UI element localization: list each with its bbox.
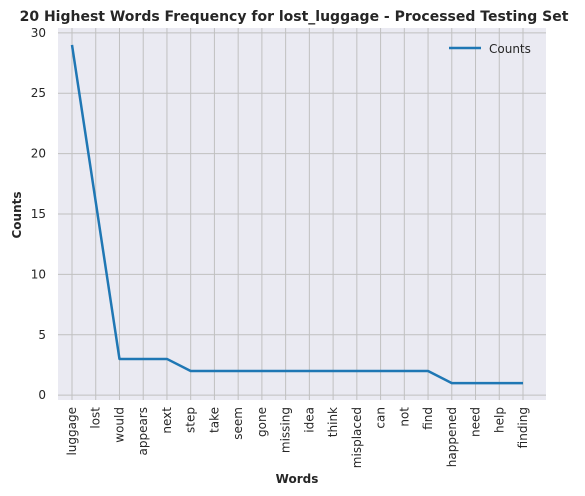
y-axis-label: Counts xyxy=(10,191,24,238)
chart-title: 20 Highest Words Frequency for lost_lugg… xyxy=(20,9,569,25)
y-tick-labels: 0 5 10 15 20 25 30 xyxy=(31,26,46,402)
x-tick-label: can xyxy=(374,407,388,429)
x-tick-labels: luggage lost would appears next step take seem g… xyxy=(65,407,530,468)
x-tick-label: appears xyxy=(136,407,150,456)
x-gridlines xyxy=(71,28,524,400)
x-tick-label: finding xyxy=(516,407,530,448)
y-tick-label: 10 xyxy=(31,267,46,281)
y-tick-label: 20 xyxy=(31,147,46,161)
x-tick-label: would xyxy=(112,407,126,443)
x-tick-label: think xyxy=(326,407,340,437)
x-tick-label: find xyxy=(421,407,435,430)
y-tick-label: 0 xyxy=(38,388,46,402)
x-tick-label: idea xyxy=(302,407,316,433)
legend-label-counts: Counts xyxy=(489,42,531,56)
y-tick-label: 5 xyxy=(38,328,46,342)
series-line-counts xyxy=(70,44,523,385)
y-tick-label: 30 xyxy=(31,26,46,40)
x-tick-label: take xyxy=(207,407,221,433)
x-tick-label: step xyxy=(184,407,198,433)
y-tick-label: 25 xyxy=(31,86,46,100)
x-tick-label: help xyxy=(492,407,506,433)
x-tick-label: seem xyxy=(231,407,245,440)
legend: Counts xyxy=(449,42,531,56)
x-axis-label: Words xyxy=(276,472,319,486)
x-tick-label: not xyxy=(397,407,411,427)
x-tick-label: next xyxy=(160,407,174,434)
x-tick-label: misplaced xyxy=(350,407,364,468)
x-tick-label: happened xyxy=(445,407,459,467)
y-tick-label: 15 xyxy=(31,207,46,221)
x-tick-label: need xyxy=(469,407,483,437)
y-gridlines xyxy=(58,32,546,396)
x-tick-label: gone xyxy=(255,407,269,437)
x-tick-label: luggage xyxy=(65,407,79,456)
x-tick-label: missing xyxy=(279,407,293,453)
plot-area xyxy=(58,28,546,400)
x-tick-label: lost xyxy=(89,407,103,429)
